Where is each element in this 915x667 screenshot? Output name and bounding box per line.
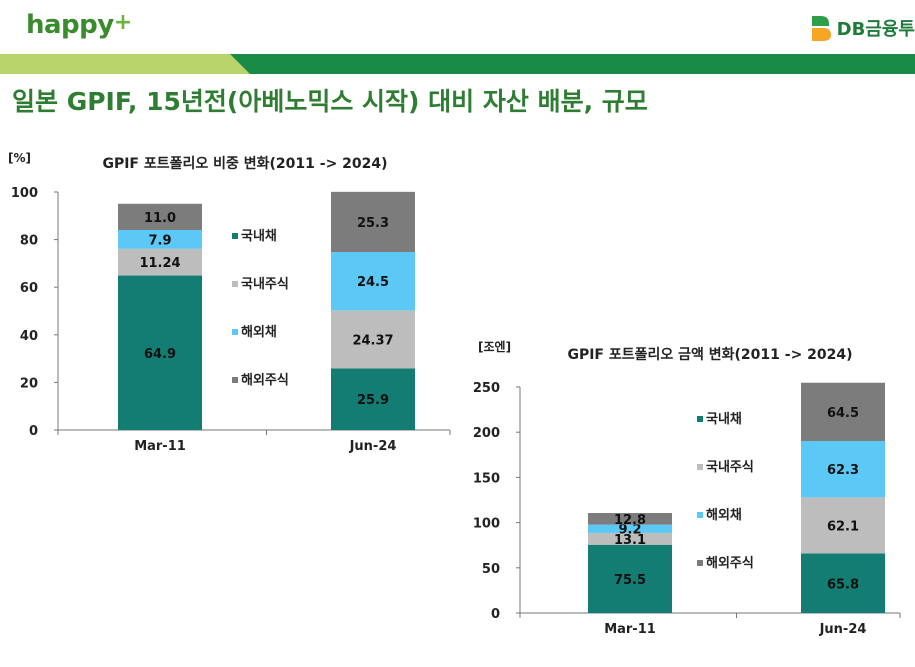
bar-segment bbox=[588, 532, 672, 545]
y-tick-label: 100 bbox=[11, 186, 38, 201]
data-label: 62.1 bbox=[827, 519, 859, 534]
legend-label: 국내채 bbox=[241, 228, 277, 244]
legend-swatch bbox=[697, 464, 703, 470]
y-tick-label: 80 bbox=[20, 234, 38, 249]
bar-segment bbox=[801, 441, 885, 498]
header-divider bbox=[0, 54, 915, 74]
legend-swatch bbox=[232, 329, 238, 335]
y-tick-label: 100 bbox=[473, 517, 500, 532]
legend-label: 국내주식 bbox=[706, 459, 754, 475]
data-label: 9.2 bbox=[618, 523, 641, 538]
bar-segment bbox=[118, 248, 202, 276]
y-tick-label: 0 bbox=[491, 607, 500, 622]
legend-label: 해외주식 bbox=[706, 555, 754, 571]
x-tick-label: Jun-24 bbox=[349, 439, 397, 454]
db-mark-icon bbox=[811, 16, 831, 41]
amount-chart: GPIF 포트폴리오 금액 변화(2011 -> 2024) [조엔] 0 50 100… bbox=[473, 339, 901, 637]
bar-segment bbox=[801, 497, 885, 554]
y-tick-label: 0 bbox=[29, 424, 38, 439]
y-tick-label: 250 bbox=[473, 381, 500, 396]
legend-swatch bbox=[697, 560, 703, 566]
bar-segment bbox=[118, 229, 202, 249]
bar-segment bbox=[331, 191, 415, 253]
data-label: 25.3 bbox=[357, 216, 389, 231]
bar-segment bbox=[118, 275, 202, 430]
y-tick-label: 150 bbox=[473, 471, 500, 486]
legend-swatch bbox=[697, 512, 703, 518]
y-tick-label: 50 bbox=[482, 562, 500, 577]
bar-segment bbox=[588, 544, 672, 613]
data-label: 24.5 bbox=[357, 275, 389, 290]
legend-swatch bbox=[232, 233, 238, 239]
legend-swatch bbox=[232, 377, 238, 383]
legend-label: 국내주식 bbox=[241, 276, 289, 292]
legend-label: 국내채 bbox=[706, 411, 742, 427]
legend-swatch bbox=[232, 281, 238, 287]
legend-swatch bbox=[697, 416, 703, 422]
bar-segment bbox=[801, 553, 885, 613]
bar-segment bbox=[331, 310, 415, 369]
weight-chart: GPIF 포트폴리오 비중 변화(2011 -> 2024) [%] 0 20 40 60… bbox=[8, 151, 451, 454]
data-label: 13.1 bbox=[614, 533, 646, 548]
happy-logo: happy+ bbox=[26, 10, 132, 40]
y-tick-label: 40 bbox=[20, 329, 38, 344]
y-unit-label: [%] bbox=[8, 151, 31, 165]
db-logo-text: DB금융투 bbox=[836, 19, 915, 40]
data-label: 24.37 bbox=[352, 333, 393, 348]
happy-logo-text: happy bbox=[26, 10, 114, 40]
data-label: 11.0 bbox=[144, 211, 176, 226]
bar-segment bbox=[331, 368, 415, 430]
legend-label: 해외채 bbox=[241, 324, 277, 340]
legend-label: 해외주식 bbox=[241, 372, 289, 388]
data-label: 7.9 bbox=[148, 233, 171, 248]
data-label: 64.9 bbox=[144, 347, 176, 362]
chart-title: GPIF 포트폴리오 금액 변화(2011 -> 2024) bbox=[567, 346, 852, 363]
data-label: 12.8 bbox=[614, 513, 646, 528]
y-unit-label: [조엔] bbox=[478, 339, 511, 354]
x-tick-label: Jun-24 bbox=[819, 622, 867, 637]
bar-segment bbox=[331, 252, 415, 311]
data-label: 75.5 bbox=[614, 573, 646, 588]
db-logo: DB금융투 bbox=[809, 14, 915, 42]
legend-label: 해외채 bbox=[706, 507, 742, 523]
bar-segment bbox=[588, 524, 672, 533]
y-tick-label: 60 bbox=[20, 281, 38, 296]
bar-segment bbox=[118, 203, 202, 230]
happy-logo-plus: + bbox=[113, 10, 132, 35]
data-label: 25.9 bbox=[357, 393, 389, 408]
x-tick-label: Mar-11 bbox=[134, 439, 186, 454]
data-label: 64.5 bbox=[827, 406, 859, 421]
slide-title: 일본 GPIF, 15년전(아베노믹스 시작) 대비 자산 배분, 규모 bbox=[12, 87, 648, 116]
bar-segment bbox=[801, 382, 885, 442]
y-tick-label: 200 bbox=[473, 426, 500, 441]
chart-title: GPIF 포트폴리오 비중 변화(2011 -> 2024) bbox=[102, 156, 387, 172]
data-label: 65.8 bbox=[827, 577, 859, 592]
bar-segment bbox=[588, 513, 672, 525]
data-label: 11.24 bbox=[139, 256, 180, 271]
x-tick-label: Mar-11 bbox=[604, 622, 656, 637]
data-label: 62.3 bbox=[827, 463, 859, 478]
y-tick-label: 20 bbox=[20, 376, 38, 391]
